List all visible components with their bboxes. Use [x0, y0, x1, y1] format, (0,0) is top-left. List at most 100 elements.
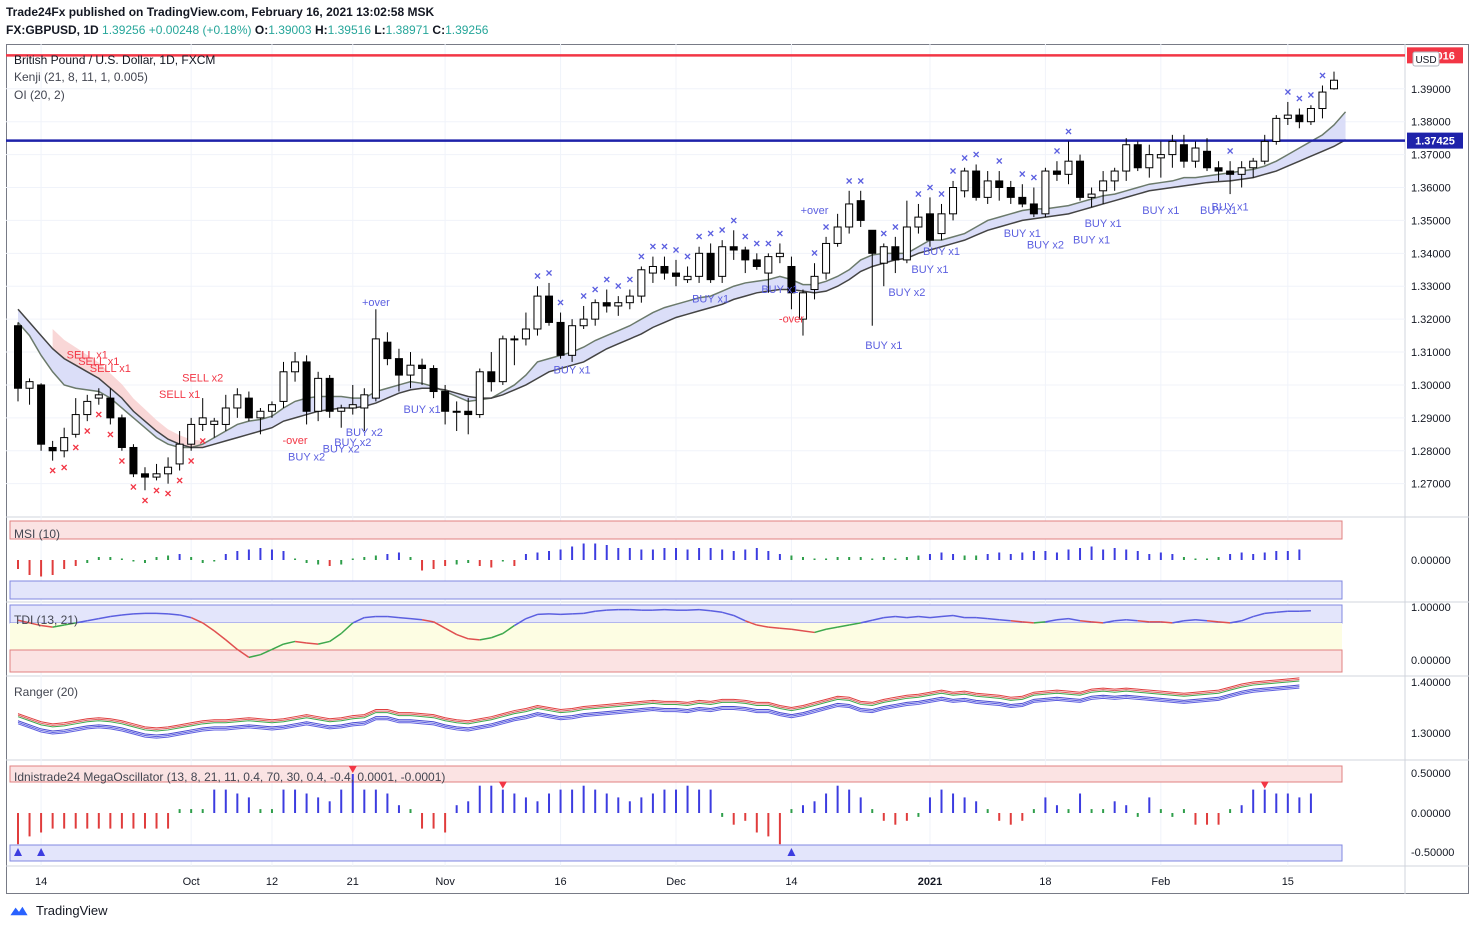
msi-upper-zone [9, 520, 1343, 540]
blue-x-marker: × [649, 240, 656, 254]
blue-x-marker: × [719, 223, 726, 237]
candle-body [902, 226, 911, 261]
close-value: 1.39256 [445, 23, 489, 37]
tradingview-footer[interactable]: TradingView [8, 903, 108, 918]
candle-body [960, 170, 969, 192]
candle-body [1168, 140, 1177, 156]
blue-x-marker: × [1284, 85, 1291, 99]
symbol-name: FX:GBPUSD, 1D [6, 23, 99, 37]
candle-body [1133, 144, 1142, 169]
tdi-line-segment [537, 613, 550, 616]
tdi-line-segment [548, 613, 561, 616]
time-tick-label-0: 14 [35, 876, 47, 888]
tdi-line-segment [802, 630, 815, 634]
candle-body [787, 265, 796, 294]
time-tick-label-1: Oct [183, 876, 200, 888]
candle-body [383, 341, 392, 360]
tdi-line-segment [525, 613, 538, 620]
candle-body [510, 338, 519, 341]
candle-body [1110, 170, 1119, 182]
msi-axis-label: 0.00000 [1411, 555, 1451, 567]
candle-body [1191, 147, 1200, 162]
candle-body [360, 394, 369, 409]
tdi-line-segment [236, 648, 250, 658]
tdi-line-segment [398, 616, 411, 620]
candle-body [60, 437, 69, 452]
tdi-line-segment [1276, 610, 1288, 614]
signal-label: BUY x1 [554, 364, 591, 376]
symbol-line: FX:GBPUSD, 1D 1.39256 +0.00248 (+0.18%) … [6, 23, 488, 38]
signal-label: BUY x2 [323, 443, 360, 455]
red-x-marker: × [165, 487, 172, 501]
red-x-marker: × [176, 474, 183, 488]
tdi-line-segment [560, 613, 573, 616]
mega-axis-top: 0.50000 [1411, 768, 1451, 780]
signal-label: +over [362, 297, 390, 309]
signal-label: -over [779, 313, 804, 325]
tdi-line-segment [941, 614, 954, 618]
candle-body [764, 256, 773, 274]
kenji-line [17, 111, 1347, 449]
tdi-line-segment [17, 619, 30, 624]
tdi-line-segment [1022, 621, 1034, 624]
mega-sell-marker [348, 766, 357, 773]
candle-body [464, 410, 473, 416]
tdi-line-segment [791, 628, 804, 632]
signal-label: BUY x2 [1027, 239, 1064, 251]
blue-x-marker: × [892, 220, 899, 234]
tdi-line-segment [1137, 620, 1150, 623]
price-tick-label-5: 1.34000 [1411, 248, 1451, 260]
tdi-line-segment [1126, 618, 1138, 622]
tdi-axis-bottom: 0.00000 [1411, 655, 1451, 667]
tdi-line-segment [1010, 620, 1023, 623]
candle-body [1006, 187, 1015, 198]
candle-body [221, 407, 230, 425]
price-tick-label-10: 1.29000 [1411, 413, 1451, 425]
tdi-line-segment [387, 615, 400, 619]
candle-body [672, 272, 680, 277]
blue-level-badge-bg [1407, 132, 1463, 149]
tdi-line-segment [444, 627, 458, 636]
legend-kenji: Kenji (21, 8, 11, 1, 0.005) [14, 70, 148, 84]
tdi-line-segment [421, 618, 434, 623]
blue-x-marker: × [880, 226, 887, 240]
tdi-line-segment [1229, 620, 1242, 624]
time-tick-label-5: 16 [554, 876, 566, 888]
ranger-band-0 [17, 677, 1300, 729]
tdi-line-segment [664, 608, 677, 611]
legend-title: British Pound / U.S. Dollar, 1D, FXCM [14, 53, 216, 67]
candle-body [452, 410, 461, 413]
publisher-line: Trade24Fx published on TradingView.com, … [6, 5, 435, 19]
blue-x-marker: × [615, 279, 622, 293]
tdi-line-segment [1079, 620, 1092, 623]
tdi-line-segment [317, 640, 330, 645]
candle-body [279, 371, 288, 402]
candle-body [1283, 114, 1292, 119]
tdi-line-segment [1183, 618, 1196, 622]
blue-x-marker: × [926, 180, 933, 194]
blue-x-marker: × [938, 187, 945, 201]
tdi-line-segment [514, 618, 527, 627]
candle-body [637, 269, 646, 297]
chart-frame [6, 44, 1469, 894]
candle-body [706, 252, 715, 281]
signal-label: BUY x1 [403, 404, 440, 416]
tdi-line-segment [976, 616, 988, 620]
price-tick-label-12: 1.27000 [1411, 479, 1451, 491]
ranger-band-3 [17, 684, 1300, 736]
candle-body [1260, 140, 1269, 162]
blue-x-marker: × [707, 226, 714, 240]
blue-x-marker: × [753, 236, 760, 250]
time-tick-label-8: 2021 [918, 876, 942, 888]
candle-body [925, 213, 934, 241]
last-price: 1.39256 [102, 23, 146, 37]
tdi-line-segment [1056, 617, 1069, 621]
signal-label: BUY x1 [1085, 218, 1122, 230]
time-tick-label-2: 12 [266, 876, 278, 888]
ranger-band-1 [17, 678, 1300, 730]
candle-body [83, 400, 92, 416]
candle-body [71, 414, 80, 435]
tdi-line-segment [883, 615, 896, 619]
tdi-line-segment [1264, 611, 1277, 615]
